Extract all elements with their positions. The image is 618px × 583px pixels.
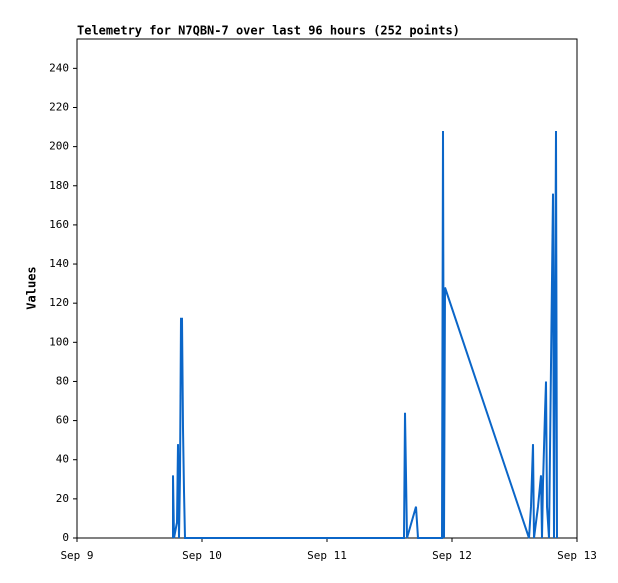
y-tick-label: 180: [49, 179, 69, 192]
plot-frame: [76, 38, 578, 539]
x-tick-label: Sep 11: [307, 549, 347, 562]
y-axis-label: Values: [25, 266, 39, 309]
y-tick-label: 120: [49, 296, 69, 309]
y-tick-label: 40: [56, 453, 69, 466]
y-tick-label: 60: [56, 414, 69, 427]
y-tick-label: 100: [49, 335, 69, 348]
y-tick-label: 0: [62, 531, 69, 544]
x-tick-label: Sep 9: [60, 549, 93, 562]
y-tick-label: 240: [49, 61, 69, 74]
x-tick-label: Sep 12: [432, 549, 472, 562]
y-tick-label: 220: [49, 100, 69, 113]
chart-title: Telemetry for N7QBN-7 over last 96 hours…: [77, 24, 460, 38]
y-tick-label: 20: [56, 492, 69, 505]
y-tick-label: 200: [49, 140, 69, 153]
x-tick-label: Sep 13: [557, 549, 597, 562]
y-tick-label: 80: [56, 374, 69, 387]
x-tick-label: Sep 10: [182, 549, 222, 562]
y-tick-label: 140: [49, 257, 69, 270]
data-line: [172, 130, 558, 539]
y-tick-label: 160: [49, 218, 69, 231]
